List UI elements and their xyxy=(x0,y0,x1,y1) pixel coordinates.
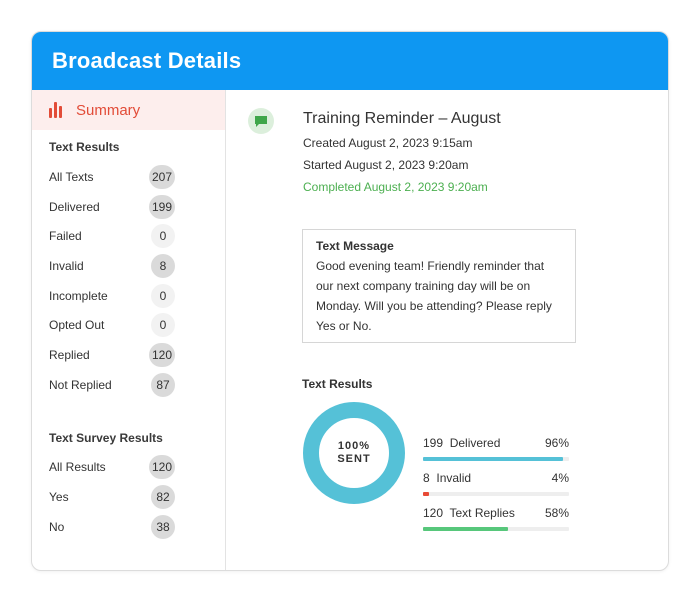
main-panel: Training Reminder – August Created Augus… xyxy=(227,90,668,570)
count-badge: 199 xyxy=(148,194,175,219)
broadcast-title: Training Reminder – August xyxy=(303,110,501,127)
count-badge: 120 xyxy=(148,342,175,367)
stat-delivered: 199 Delivered 96% xyxy=(423,436,569,461)
result-label: Replied xyxy=(49,347,90,362)
stat-text-replies: 120 Text Replies 58% xyxy=(423,506,569,531)
progress-fill xyxy=(423,492,429,496)
created-timestamp: Created August 2, 2023 9:15am xyxy=(303,136,473,150)
result-label: Incomplete xyxy=(49,288,108,303)
stat-percent: 58% xyxy=(544,506,569,520)
stat-label: 120 Text Replies xyxy=(423,506,515,522)
stat-name: Text Replies xyxy=(449,506,515,520)
page-title: Broadcast Details xyxy=(52,48,242,73)
progress-track xyxy=(423,492,569,496)
count-badge: 0 xyxy=(151,224,175,249)
donut-center-label: 100% SENT xyxy=(302,440,406,466)
survey-results-heading: Text Survey Results xyxy=(49,430,163,445)
stat-percent: 4% xyxy=(551,471,569,485)
count-badge: 87 xyxy=(151,372,175,397)
result-label: No xyxy=(49,519,65,534)
stat-name: Delivered xyxy=(449,436,501,450)
result-row-failed[interactable]: Failed 0 xyxy=(32,221,225,251)
result-row-incomplete[interactable]: Incomplete 0 xyxy=(32,281,225,311)
text-message-title: Text Message xyxy=(316,239,394,253)
result-label: Yes xyxy=(49,490,69,505)
result-label: Opted Out xyxy=(49,318,105,333)
count-badge: 0 xyxy=(151,283,175,308)
survey-row-no[interactable]: No 38 xyxy=(32,512,225,542)
summary-label: Summary xyxy=(76,101,141,119)
count-badge: 38 xyxy=(151,514,175,539)
result-row-opted-out[interactable]: Opted Out 0 xyxy=(32,310,225,340)
text-results-heading: Text Results xyxy=(49,140,120,154)
survey-results-list: All Results 120 Yes 82 No 38 xyxy=(32,453,225,542)
result-label: All Results xyxy=(49,460,106,475)
donut-label: SENT xyxy=(337,453,371,465)
count-badge: 82 xyxy=(151,485,175,510)
count-badge: 0 xyxy=(151,313,175,338)
progress-fill xyxy=(423,527,508,531)
stat-count: 8 xyxy=(423,471,430,485)
broadcast-details-card: Broadcast Details Summary Text Results A… xyxy=(31,31,669,571)
started-timestamp: Started August 2, 2023 9:20am xyxy=(303,158,469,172)
count-badge: 8 xyxy=(151,253,175,278)
result-row-not-replied[interactable]: Not Replied 87 xyxy=(32,370,225,400)
bar-chart-icon xyxy=(49,102,64,118)
stat-label: 8 Invalid xyxy=(423,471,471,487)
survey-row-all-results[interactable]: All Results 120 xyxy=(32,453,225,483)
sidebar: Summary Text Results All Texts 207 Delive… xyxy=(32,90,226,570)
tab-summary[interactable]: Summary xyxy=(32,90,225,130)
results-heading: Text Results xyxy=(302,377,373,391)
result-row-replied[interactable]: Replied 120 xyxy=(32,340,225,370)
header: Broadcast Details xyxy=(32,32,668,90)
progress-track xyxy=(423,527,569,531)
text-results-list: All Texts 207 Delivered 199 Failed 0 Invali… xyxy=(32,162,225,400)
result-label: Failed xyxy=(49,229,82,244)
result-label: Not Replied xyxy=(49,377,112,392)
result-row-all-texts[interactable]: All Texts 207 xyxy=(32,162,225,192)
result-label: Delivered xyxy=(49,199,100,214)
stat-label: 199 Delivered xyxy=(423,436,500,452)
sent-donut-chart xyxy=(303,402,405,504)
count-badge: 207 xyxy=(148,164,175,189)
completed-timestamp: Completed August 2, 2023 9:20am xyxy=(303,180,488,194)
result-label: Invalid xyxy=(49,258,84,273)
progress-track xyxy=(423,457,569,461)
message-bubble-icon xyxy=(248,108,274,134)
donut-percent: 100% xyxy=(337,440,371,452)
stat-percent: 96% xyxy=(544,436,569,450)
progress-fill xyxy=(423,457,564,461)
count-badge: 120 xyxy=(148,455,175,480)
result-row-invalid[interactable]: Invalid 8 xyxy=(32,251,225,281)
stat-count: 199 xyxy=(423,436,444,450)
result-label: All Texts xyxy=(49,169,94,184)
stat-name: Invalid xyxy=(436,471,472,485)
result-row-delivered[interactable]: Delivered 199 xyxy=(32,192,225,222)
text-message-body: Good evening team! Friendly reminder tha… xyxy=(316,259,552,333)
text-message-box: Text Message Good evening team! Friendly… xyxy=(302,229,576,343)
stat-invalid: 8 Invalid 4% xyxy=(423,471,569,496)
survey-row-yes[interactable]: Yes 82 xyxy=(32,482,225,512)
donut-delivered-arc xyxy=(303,402,405,504)
stat-count: 120 xyxy=(423,506,444,520)
